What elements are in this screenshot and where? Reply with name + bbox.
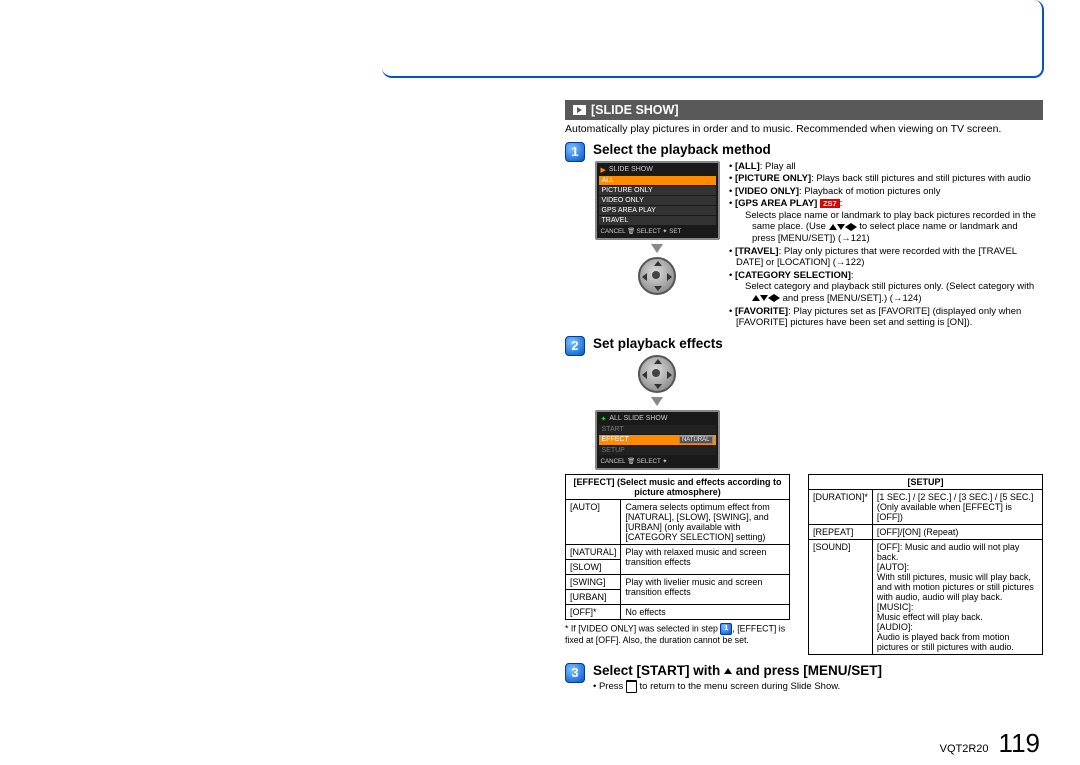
decorative-frame (382, 0, 1044, 78)
slideshow-icon (573, 105, 586, 115)
step-1-title: Select the playback method (593, 142, 1043, 157)
step-2-controls-illustration: ✦ALL SLIDE SHOW STARTEFFECTNATURALSETUP … (593, 355, 721, 470)
step-3-note: • Press to return to the menu screen dur… (593, 680, 1043, 693)
lcd-screen-1: ▶SLIDE SHOW ALLPICTURE ONLYVIDEO ONLYGPS… (595, 161, 720, 240)
step-3: 3 Select [START] with and press [MENU/SE… (565, 663, 1043, 693)
step-1-controls-illustration: ▶SLIDE SHOW ALLPICTURE ONLYVIDEO ONLYGPS… (593, 161, 721, 330)
step-2-title: Set playback effects (593, 336, 1043, 351)
arrow-down-icon (651, 397, 663, 406)
effect-setup-tables: [EFFECT] (Select music and effects accor… (565, 474, 1043, 655)
step-1-options: • [ALL]: Play all• [PICTURE ONLY]: Plays… (729, 161, 1043, 330)
doc-code: VQT2R20 (940, 743, 989, 755)
lcd-screen-2: ✦ALL SLIDE SHOW STARTEFFECTNATURALSETUP … (595, 410, 720, 470)
step-1: 1 Select the playback method ▶SLIDE SHOW… (565, 142, 1043, 330)
section-title: [SLIDE SHOW] (591, 103, 679, 117)
setup-table: [SETUP] [DURATION]*[1 SEC.] / [2 SEC.] /… (808, 474, 1043, 655)
step-3-title: Select [START] with and press [MENU/SET] (593, 663, 1043, 678)
dial-control-icon (638, 355, 676, 393)
page-footer: VQT2R20 119 (940, 728, 1040, 759)
dial-control-icon (638, 257, 676, 295)
step-number-icon: 2 (565, 336, 585, 356)
step-2: 2 Set playback effects ✦ALL SLIDE SHOW S… (565, 336, 1043, 470)
effect-footnote: * If [VIDEO ONLY] was selected in step 1… (565, 623, 800, 646)
page-number: 119 (999, 728, 1040, 759)
arrow-down-icon (651, 244, 663, 253)
section-header: [SLIDE SHOW] (565, 100, 1043, 120)
section-description: Automatically play pictures in order and… (565, 123, 1043, 136)
step-number-icon: 1 (565, 142, 585, 162)
step-number-icon: 3 (565, 663, 585, 683)
effect-table: [EFFECT] (Select music and effects accor… (565, 474, 790, 620)
